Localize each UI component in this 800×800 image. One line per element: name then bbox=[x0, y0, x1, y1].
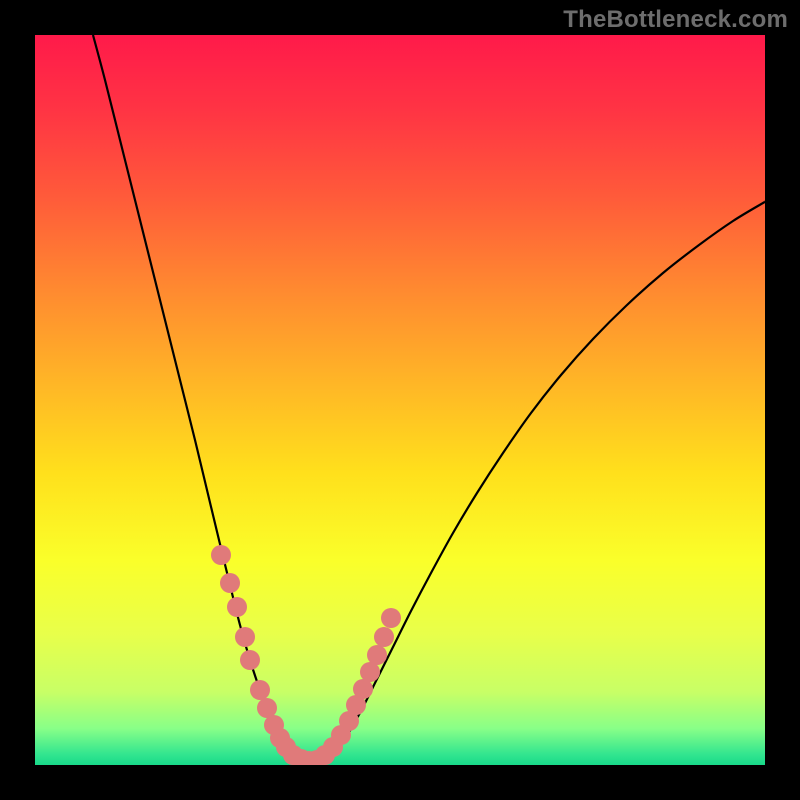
data-marker bbox=[250, 680, 270, 700]
plot-area bbox=[35, 35, 765, 765]
data-marker bbox=[367, 645, 387, 665]
data-marker bbox=[374, 627, 394, 647]
data-marker bbox=[381, 608, 401, 628]
curve-layer bbox=[35, 35, 765, 765]
data-marker bbox=[227, 597, 247, 617]
data-marker bbox=[235, 627, 255, 647]
chart-frame: TheBottleneck.com bbox=[0, 0, 800, 800]
data-marker bbox=[220, 573, 240, 593]
marker-group bbox=[211, 545, 401, 765]
data-marker bbox=[211, 545, 231, 565]
watermark-text: TheBottleneck.com bbox=[563, 6, 788, 34]
data-marker bbox=[240, 650, 260, 670]
bottleneck-curve bbox=[93, 35, 765, 762]
